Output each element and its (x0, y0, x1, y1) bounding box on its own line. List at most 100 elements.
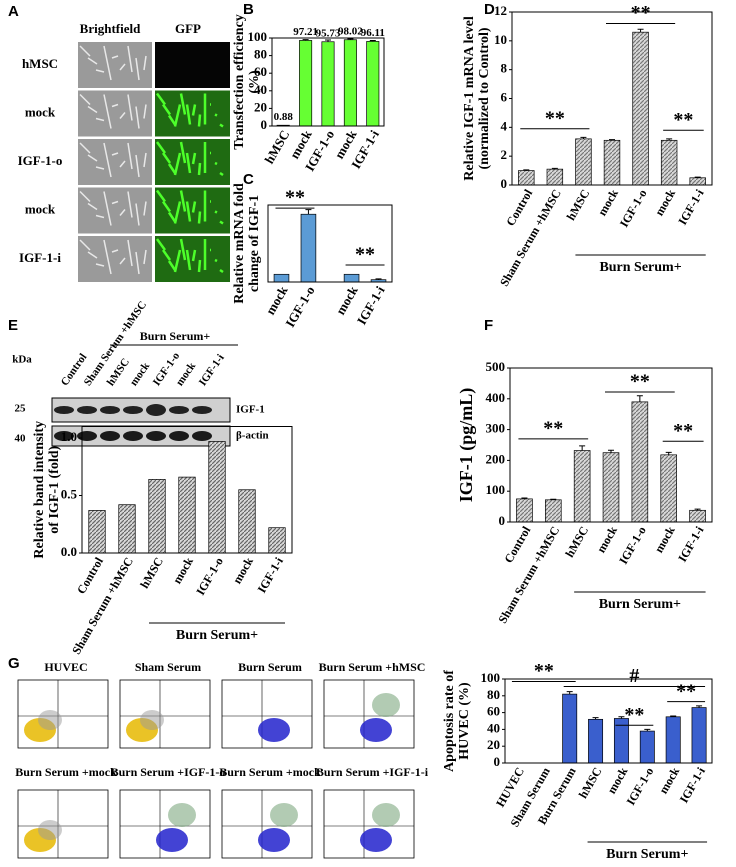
blot-band (123, 406, 143, 414)
gfp-cell (155, 92, 167, 106)
cell-texture (79, 45, 91, 57)
bar (588, 718, 604, 764)
error-bar (694, 176, 701, 178)
brightfield-image (78, 139, 152, 185)
bar (691, 707, 707, 764)
error-bar (636, 395, 643, 402)
panel-label: G (8, 655, 20, 672)
cell-texture (79, 190, 91, 203)
y-tick-label: 100 (248, 29, 268, 44)
gfp-cell (214, 113, 218, 117)
gfp-cell (185, 201, 192, 222)
bar (299, 40, 313, 127)
bar (118, 504, 136, 554)
flow-title: Sham Serum (135, 660, 201, 674)
y-axis-label: Relative IGF-1 mRNA level (462, 16, 477, 181)
gfp-cell (167, 163, 177, 174)
blot-band (169, 431, 189, 441)
blot-band (54, 431, 74, 441)
flow-title: Burn Serum (238, 660, 302, 674)
significance-mark: ** (543, 417, 563, 439)
y-tick-label: 1.0 (61, 429, 77, 444)
cell-texture (103, 94, 112, 129)
cell-texture (119, 257, 126, 265)
cell-texture (135, 203, 140, 226)
bar (573, 450, 591, 523)
y-axis-label: (normalized to Control) (477, 27, 492, 169)
bar (518, 170, 535, 186)
panel-label: A (8, 3, 19, 20)
gfp-cell (179, 190, 187, 212)
plot-frame (267, 204, 393, 283)
bar (178, 476, 196, 554)
gfp-cell (179, 238, 187, 261)
blot-band (123, 431, 143, 441)
cell-texture (135, 106, 140, 129)
y-axis-label: Apoptosis rate of (442, 670, 457, 772)
band-label: IGF-1 (236, 404, 265, 416)
cell-texture (95, 166, 105, 170)
row-label: IGF-1-i (19, 250, 61, 265)
gfp-cell (161, 103, 172, 116)
cell-texture (119, 112, 126, 119)
gfp-cell (197, 259, 202, 273)
gfp-cell (185, 249, 192, 271)
cell-texture (143, 55, 147, 71)
event-cloud (258, 828, 290, 852)
row-label: mock (25, 201, 56, 216)
significance-mark: ** (534, 660, 554, 682)
plot-frame (504, 678, 713, 764)
bar (575, 138, 592, 186)
marker-label: 40 (15, 433, 27, 445)
cell-texture (143, 249, 147, 265)
group-label: Burn Serum+ (599, 597, 681, 612)
significance-mark: ** (545, 107, 565, 129)
panel-label: B (243, 1, 254, 18)
flow-title: Burn Serum +hMSC (319, 660, 426, 674)
event-cloud (372, 803, 400, 827)
significance-mark: ** (630, 371, 650, 393)
bar (366, 41, 380, 127)
data-label: 96.11 (361, 27, 385, 39)
bar (689, 509, 706, 523)
panel-label: E (8, 317, 18, 334)
error-bar (644, 728, 651, 732)
event-cloud (156, 828, 188, 852)
bar (238, 489, 256, 554)
gfp-cell (197, 114, 202, 127)
column-header: Brightfield (80, 21, 141, 36)
flow-title: Burn Serum +IGF-1-i (316, 765, 429, 779)
cell-texture (87, 154, 98, 162)
gfp-cell (185, 152, 192, 174)
group-label: Burn Serum+ (606, 847, 688, 862)
event-cloud (168, 803, 196, 827)
y-tick-label: 40 (487, 720, 500, 735)
y-tick-label: 6 (501, 89, 508, 104)
bar (148, 479, 166, 554)
cell-texture (143, 104, 147, 119)
error-bar (347, 38, 354, 40)
y-tick-label: 0 (261, 117, 268, 132)
y-tick-label: 80 (254, 47, 267, 62)
event-cloud (360, 718, 392, 742)
flow-plot (17, 679, 109, 749)
error-bar (694, 508, 701, 511)
gfp-cell (155, 189, 167, 203)
cell-texture (103, 239, 112, 275)
event-cloud (270, 803, 298, 827)
gfp-cell (219, 123, 224, 128)
error-bar (579, 445, 586, 451)
gfp-cell (197, 211, 202, 224)
cell-texture (95, 214, 105, 219)
y-axis-label: Transfection efficiency (232, 14, 247, 149)
cell-texture (127, 45, 133, 73)
group-label: Burn Serum+ (176, 628, 258, 643)
y-tick-label: 100 (486, 482, 506, 497)
plot-frame (81, 426, 293, 554)
y-tick-label: 60 (254, 64, 267, 79)
error-bar (521, 497, 528, 499)
bar (665, 716, 681, 764)
y-tick-label: 0 (499, 513, 506, 528)
gfp-cell (219, 171, 224, 177)
cell-texture (79, 142, 91, 154)
